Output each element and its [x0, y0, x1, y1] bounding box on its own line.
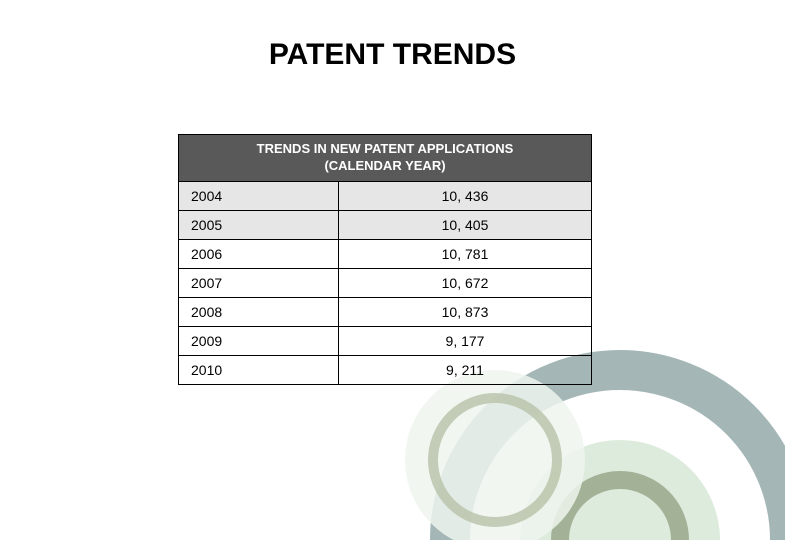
cell-year: 2004	[179, 182, 339, 210]
cell-year: 2010	[179, 356, 339, 384]
cell-value: 10, 873	[339, 298, 591, 326]
table-header-line2: (CALENDAR YEAR)	[324, 158, 445, 173]
cell-year: 2009	[179, 327, 339, 355]
cell-value: 10, 436	[339, 182, 591, 210]
table-header: TRENDS IN NEW PATENT APPLICATIONS (CALEN…	[179, 135, 591, 182]
table-row: 200410, 436	[179, 182, 591, 211]
table-row: 200710, 672	[179, 269, 591, 298]
cell-year: 2005	[179, 211, 339, 239]
table-row: 200610, 781	[179, 240, 591, 269]
table-header-line1: TRENDS IN NEW PATENT APPLICATIONS	[257, 141, 514, 156]
cell-year: 2008	[179, 298, 339, 326]
table-row: 200810, 873	[179, 298, 591, 327]
cell-year: 2007	[179, 269, 339, 297]
table-row: 20109, 211	[179, 356, 591, 384]
cell-year: 2006	[179, 240, 339, 268]
patent-trends-table: TRENDS IN NEW PATENT APPLICATIONS (CALEN…	[178, 134, 592, 385]
table-row: 20099, 177	[179, 327, 591, 356]
cell-value: 10, 405	[339, 211, 591, 239]
slide-title: PATENT TRENDS	[0, 38, 785, 72]
cell-value: 9, 211	[339, 356, 591, 384]
cell-value: 9, 177	[339, 327, 591, 355]
cell-value: 10, 781	[339, 240, 591, 268]
table-row: 200510, 405	[179, 211, 591, 240]
cell-value: 10, 672	[339, 269, 591, 297]
